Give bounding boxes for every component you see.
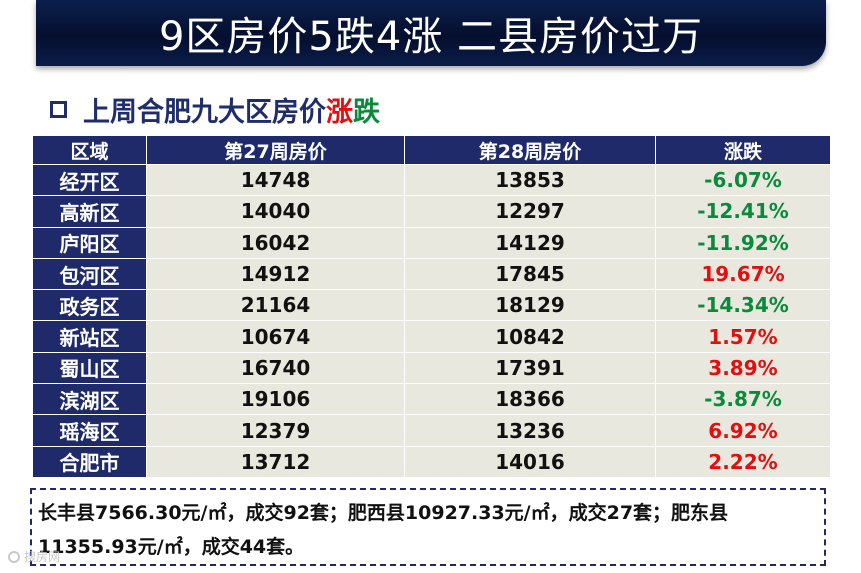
column-header-week28: 第28周房价 — [404, 135, 656, 165]
page-title: 9区房价5跌4涨 二县房价过万 — [158, 14, 704, 60]
week28-price-cell: 17391 — [404, 351, 656, 385]
week27-price-cell: 21164 — [146, 289, 405, 322]
section-heading-up: 涨 — [326, 96, 353, 128]
week28-price-cell: 12297 — [404, 195, 656, 228]
change-cell: 6.92% — [655, 414, 831, 447]
region-cell: 滨湖区 — [32, 383, 147, 416]
change-cell: 1.57% — [655, 320, 831, 353]
section-heading-text: 上周合肥九大区房价 — [83, 96, 326, 128]
week28-price-cell: 18366 — [404, 383, 656, 416]
change-cell: -11.92% — [655, 226, 831, 259]
change-cell: -3.87% — [655, 383, 831, 416]
table-row: 新站区 10674 10842 1.57% — [32, 320, 831, 353]
week28-price-cell: 17845 — [404, 257, 656, 291]
table-row: 瑶海区 12379 13236 6.92% — [32, 414, 831, 447]
week27-price-cell: 12379 — [146, 414, 405, 447]
watermark-logo-icon — [8, 550, 20, 563]
region-cell: 合肥市 — [32, 445, 147, 478]
week28-price-cell: 10842 — [404, 320, 656, 353]
region-cell: 包河区 — [32, 257, 147, 291]
change-cell: -12.41% — [655, 195, 831, 228]
region-cell: 政务区 — [32, 289, 147, 322]
week28-price-cell: 14129 — [404, 226, 656, 259]
week27-price-cell: 19106 — [146, 383, 405, 416]
week27-price-cell: 16042 — [146, 226, 405, 259]
table-row: 蜀山区 16740 17391 3.89% — [32, 351, 831, 385]
region-cell: 新站区 — [32, 320, 147, 353]
week28-price-cell: 13236 — [404, 414, 656, 447]
region-cell: 蜀山区 — [32, 351, 147, 385]
watermark: 搜房网 — [8, 548, 60, 565]
week27-price-cell: 10674 — [146, 320, 405, 353]
change-cell: 3.89% — [655, 351, 831, 385]
week28-price-cell: 14016 — [404, 445, 656, 478]
week27-price-cell: 16740 — [146, 351, 405, 385]
change-cell: -6.07% — [655, 163, 831, 197]
column-header-region: 区域 — [32, 135, 147, 165]
week27-price-cell: 14912 — [146, 257, 405, 291]
price-table: 区域 第27周房价 第28周房价 涨跌 经开区 14748 13853 -6.07% 高… — [32, 135, 831, 478]
week27-price-cell: 13712 — [146, 445, 405, 478]
table-row: 庐阳区 16042 14129 -11.92% — [32, 226, 831, 259]
section-heading: 上周合肥九大区房价涨跌 — [50, 89, 380, 129]
region-cell: 庐阳区 — [32, 226, 147, 259]
table-row: 经开区 14748 13853 -6.07% — [32, 163, 831, 197]
section-heading-down: 跌 — [353, 96, 380, 128]
table-header-row: 区域 第27周房价 第28周房价 涨跌 — [32, 135, 831, 165]
watermark-text: 搜房网 — [24, 550, 61, 564]
column-header-change: 涨跌 — [655, 135, 831, 165]
table-row: 包河区 14912 17845 19.67% — [32, 257, 831, 291]
region-cell: 高新区 — [32, 195, 147, 228]
region-cell: 经开区 — [32, 163, 147, 197]
column-header-week27: 第27周房价 — [146, 135, 405, 165]
week27-price-cell: 14748 — [146, 163, 405, 197]
table-row: 政务区 21164 18129 -14.34% — [32, 289, 831, 322]
change-cell: -14.34% — [655, 289, 831, 322]
table-row: 高新区 14040 12297 -12.41% — [32, 195, 831, 228]
table-row: 合肥市 13712 14016 2.22% — [32, 445, 831, 478]
title-banner: 9区房价5跌4涨 二县房价过万 — [36, 0, 826, 66]
change-cell: 19.67% — [655, 257, 831, 291]
week28-price-cell: 13853 — [404, 163, 656, 197]
county-price-note: 长丰县7566.30元/㎡，成交92套；肥西县10927.33元/㎡，成交27套… — [30, 488, 826, 566]
table-row: 滨湖区 19106 18366 -3.87% — [32, 383, 831, 416]
week28-price-cell: 18129 — [404, 289, 656, 322]
change-cell: 2.22% — [655, 445, 831, 478]
week27-price-cell: 14040 — [146, 195, 405, 228]
region-cell: 瑶海区 — [32, 414, 147, 447]
checkbox-icon — [50, 100, 67, 118]
